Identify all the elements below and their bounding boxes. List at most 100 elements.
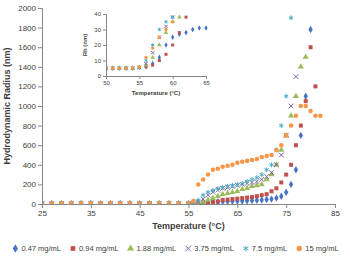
point	[206, 190, 210, 195]
point	[98, 201, 103, 204]
point	[128, 201, 133, 204]
tick-mark	[103, 14, 106, 15]
point	[187, 202, 191, 204]
tick: 30	[94, 27, 106, 33]
tick: 75	[282, 204, 291, 218]
point	[131, 67, 134, 70]
point	[118, 201, 123, 204]
point	[269, 170, 274, 175]
point	[118, 67, 121, 70]
point	[157, 201, 162, 204]
point	[303, 104, 308, 109]
tick-label: 65	[233, 209, 242, 218]
y-axis-line	[38, 9, 43, 205]
plot-area	[106, 14, 208, 71]
point	[240, 181, 244, 186]
point	[144, 62, 147, 65]
point	[198, 25, 201, 31]
tick: 400	[23, 161, 42, 170]
point	[151, 46, 154, 49]
point	[279, 180, 283, 184]
y-axis-line	[103, 15, 107, 77]
point	[128, 201, 133, 204]
point	[211, 200, 215, 204]
legend-marker	[127, 244, 134, 250]
point	[124, 67, 127, 70]
tick-label: 1400	[18, 63, 36, 72]
chart: 50556065010203040Temperature (°C)Rh (nm)	[80, 8, 214, 96]
point	[147, 201, 152, 204]
point	[221, 198, 225, 204]
point	[186, 201, 191, 204]
point	[255, 175, 259, 180]
point	[225, 184, 229, 189]
tick-label: 35	[87, 209, 96, 218]
tick: 85	[331, 204, 340, 218]
tick-mark	[103, 61, 106, 62]
point	[229, 189, 235, 194]
legend-marker	[297, 246, 302, 251]
point	[69, 201, 74, 204]
tick-mark	[237, 204, 238, 208]
point	[138, 65, 141, 71]
point	[111, 67, 114, 70]
tick-mark	[38, 86, 42, 87]
point	[89, 201, 94, 204]
series	[106, 15, 174, 70]
legend-label: 0.94 mg/mL	[79, 244, 119, 253]
point	[284, 94, 288, 99]
point	[157, 200, 161, 204]
point	[185, 16, 188, 19]
legend-label: 7.5 mg/mL	[252, 244, 287, 253]
point	[274, 194, 278, 201]
point	[79, 202, 83, 204]
series	[42, 104, 323, 204]
point	[49, 201, 54, 204]
point	[299, 124, 303, 128]
x-axis-title: Temperature (°C)	[132, 90, 180, 96]
tick: 45	[136, 204, 145, 218]
x-axis-title: Temperature (°C)	[152, 221, 224, 231]
point	[225, 198, 229, 204]
point	[191, 199, 196, 204]
tick-label: 10	[94, 58, 101, 64]
point	[176, 201, 181, 204]
point	[289, 15, 293, 20]
point	[250, 158, 255, 163]
point	[176, 200, 182, 204]
tick: 10	[94, 58, 106, 64]
tick-label: 65	[203, 80, 210, 86]
x-axis: 25354555657585	[38, 204, 340, 218]
legend-item: 0.94 mg/mL	[71, 244, 119, 253]
series	[106, 20, 174, 70]
point	[294, 114, 299, 119]
point	[260, 193, 264, 197]
point	[59, 201, 64, 204]
tick-label: 30	[94, 27, 101, 33]
point	[240, 160, 245, 165]
tick-label: 0	[32, 200, 37, 209]
point	[235, 161, 240, 166]
point	[186, 200, 190, 204]
tick-mark	[38, 126, 42, 127]
point	[279, 143, 284, 148]
tick-mark	[286, 204, 287, 208]
point	[250, 195, 254, 199]
point	[147, 202, 151, 204]
tick-mark	[189, 204, 190, 208]
point	[88, 201, 93, 204]
point	[79, 201, 83, 204]
point	[204, 25, 207, 31]
point	[98, 200, 102, 204]
point	[118, 201, 123, 204]
point	[167, 201, 172, 204]
tick: 600	[23, 141, 42, 150]
tick: 800	[23, 122, 42, 131]
tick-mark	[103, 30, 106, 31]
tick-mark	[38, 67, 42, 68]
point	[289, 181, 293, 188]
tick-label: 600	[23, 141, 37, 150]
point	[255, 194, 259, 198]
point	[230, 197, 234, 201]
point	[158, 36, 161, 39]
